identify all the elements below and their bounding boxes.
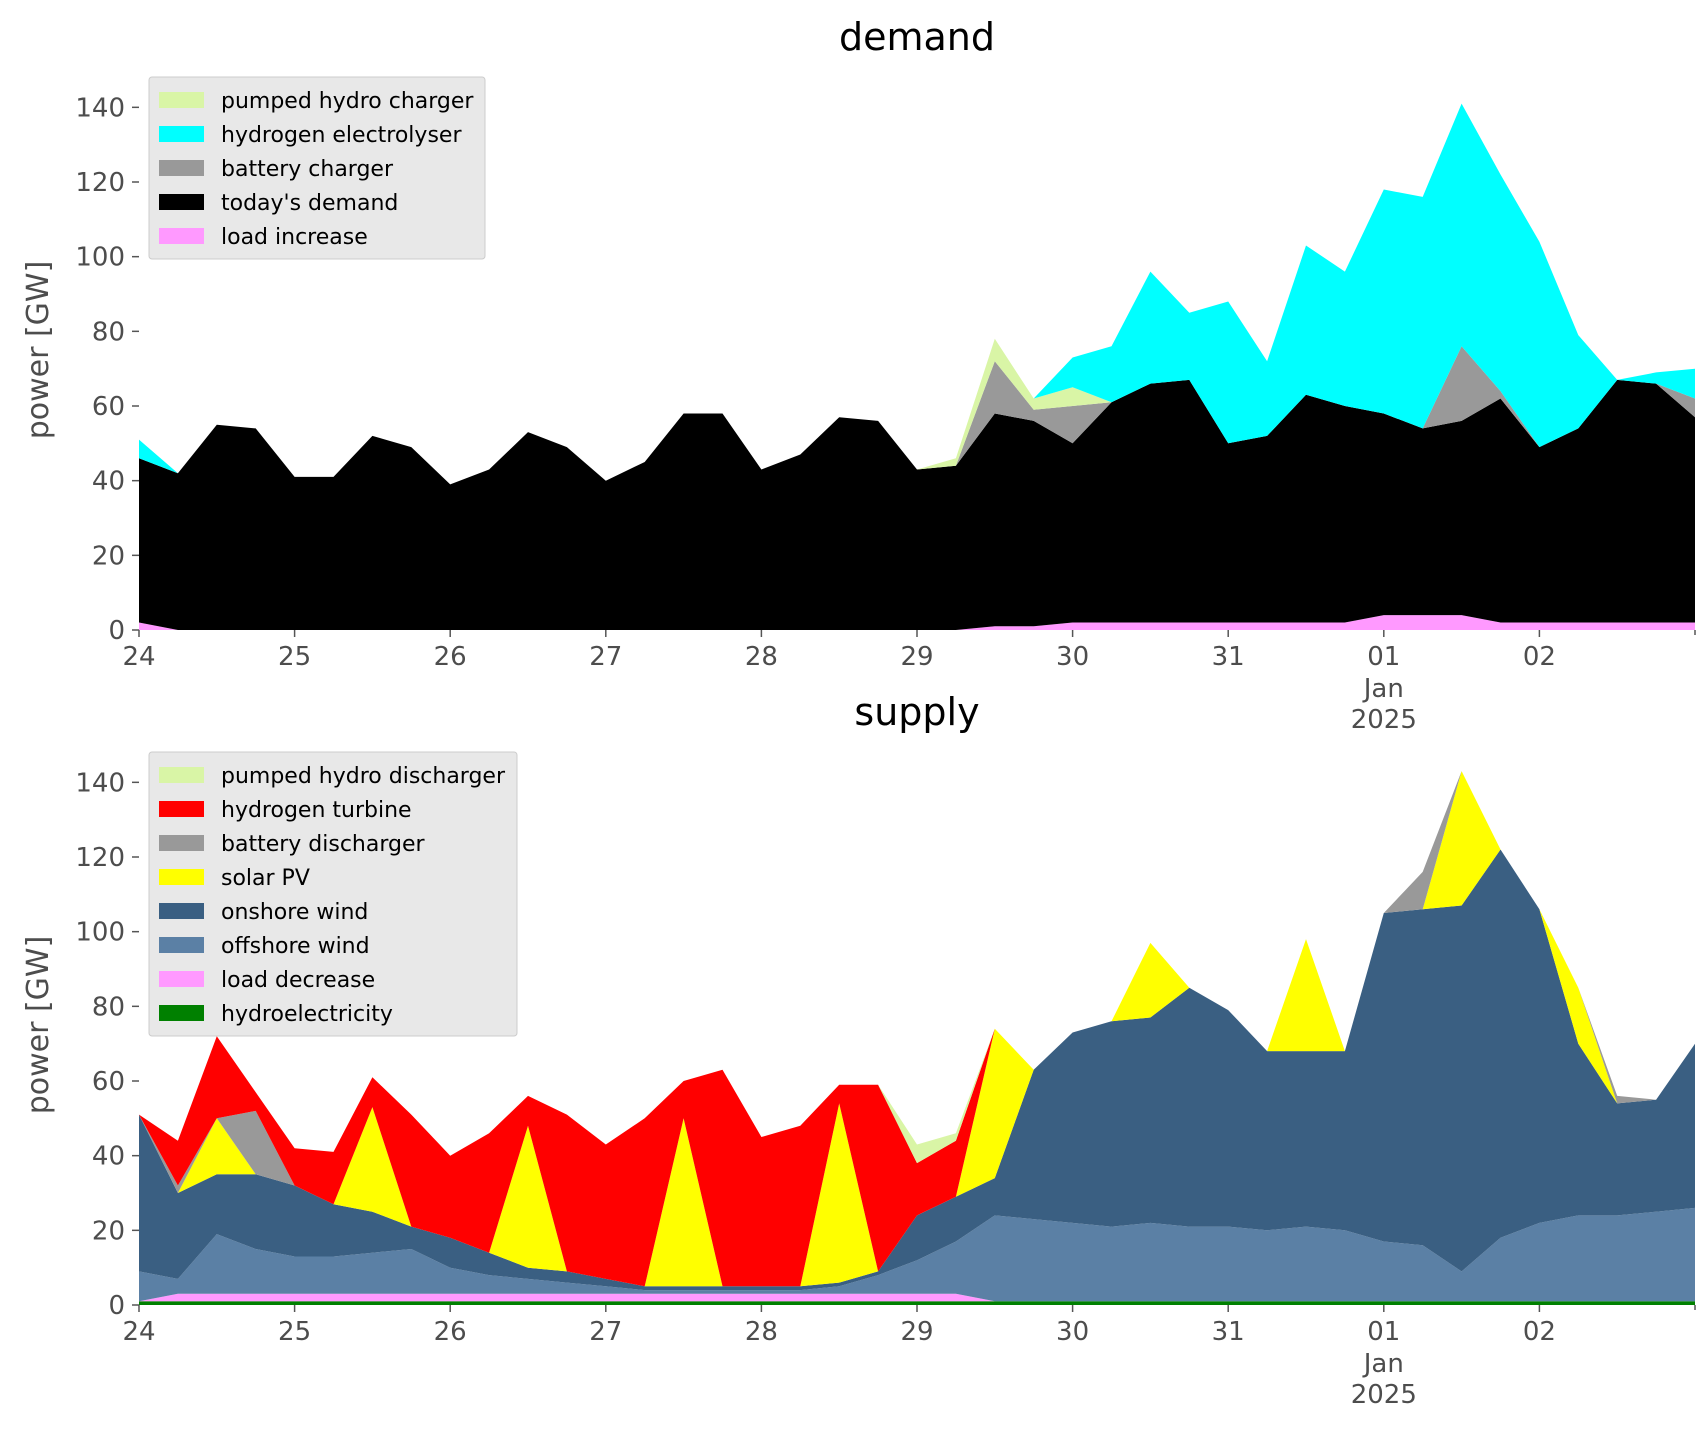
legend-swatch-battery-charger — [159, 160, 204, 176]
legend-label-load-decrease: load decrease — [221, 968, 375, 993]
x-tick-label: 01 — [1367, 642, 1400, 672]
x-tick-label: 27 — [589, 1317, 622, 1347]
area-load-decrease — [139, 1293, 1695, 1302]
legend-swatch-onshore-wind — [159, 903, 204, 919]
legend-label-pumped-hydro-charger: pumped hydro charger — [221, 89, 474, 114]
area-hydroelectricity — [139, 1301, 1695, 1305]
y-tick-label: 60 — [92, 392, 125, 422]
y-tick-label: 20 — [92, 1216, 125, 1246]
legend-label-battery-discharger: battery discharger — [221, 832, 426, 857]
x-tick-label: 30 — [1056, 642, 1089, 672]
legend-box — [148, 76, 486, 260]
y-tick-label: 100 — [75, 243, 125, 273]
x-month-label: Jan — [1362, 1349, 1404, 1379]
legend-label-offshore-wind: offshore wind — [221, 934, 370, 959]
x-tick-label: 24 — [122, 642, 155, 672]
area-offshore-wind — [139, 1207, 1695, 1302]
legend-swatch-solar-pv — [159, 869, 204, 885]
legend-swatch-hydrogen-turbine — [159, 801, 204, 817]
chart-title: supply — [854, 690, 979, 734]
legend-swatch-battery-discharger — [159, 835, 204, 851]
legend-label-hydrogen-electrolyser: hydrogen electrolyser — [221, 123, 462, 148]
x-tick-label: 28 — [745, 642, 778, 672]
x-tick-label: 01 — [1367, 1317, 1400, 1347]
x-tick-label: 26 — [434, 642, 467, 672]
y-tick-label: 80 — [92, 992, 125, 1022]
y-tick-label: 0 — [108, 1291, 125, 1321]
x-tick-label: 28 — [745, 1317, 778, 1347]
y-tick-label: 140 — [75, 93, 125, 123]
legend-swatch-load-increase — [159, 228, 204, 244]
x-tick-label: 31 — [1212, 642, 1245, 672]
legend: pumped hydro discharger hydrogen turbine b… — [148, 751, 518, 1037]
area-onshore-wind — [139, 849, 1695, 1291]
y-tick-label: 40 — [92, 1142, 125, 1172]
x-tick-label: 02 — [1523, 642, 1556, 672]
area-today-s-demand — [139, 379, 1695, 630]
legend-swatch-hydrogen-electrolyser — [159, 126, 204, 142]
area-load-increase — [139, 615, 1695, 630]
x-tick-label: 31 — [1212, 1317, 1245, 1347]
y-tick-label: 80 — [92, 317, 125, 347]
legend-swatch-pumped-hydro-discharger — [159, 767, 204, 783]
x-tick-label: 26 — [434, 1317, 467, 1347]
y-tick-label: 60 — [92, 1067, 125, 1097]
y-tick-label: 100 — [75, 918, 125, 948]
legend-swatch-pumped-hydro-charger — [159, 92, 204, 108]
legend-swatch-offshore-wind — [159, 937, 204, 953]
area-hydrogen-electrolyser — [139, 103, 1695, 485]
x-tick-label: 29 — [900, 642, 933, 672]
x-tick-label: 29 — [900, 1317, 933, 1347]
x-year-label: 2025 — [1351, 1380, 1417, 1410]
x-tick-label: 30 — [1056, 1317, 1089, 1347]
legend: pumped hydro charger hydrogen electrolyse… — [148, 76, 486, 260]
legend-swatch-today-s-demand — [159, 194, 204, 210]
y-tick-label: 0 — [108, 616, 125, 646]
y-tick-label: 140 — [75, 768, 125, 798]
x-tick-label: 25 — [278, 642, 311, 672]
y-tick-label: 120 — [75, 843, 125, 873]
y-tick-label: 120 — [75, 168, 125, 198]
legend-label-onshore-wind: onshore wind — [221, 900, 368, 925]
x-tick-label: 02 — [1523, 1317, 1556, 1347]
x-month-label: Jan — [1362, 674, 1404, 704]
x-tick-label: 24 — [122, 1317, 155, 1347]
legend-swatch-load-decrease — [159, 971, 204, 987]
x-tick-label: 27 — [589, 642, 622, 672]
legend-label-pumped-hydro-discharger: pumped hydro discharger — [221, 764, 506, 789]
legend-label-solar-pv: solar PV — [221, 866, 310, 891]
y-axis-label: power [GW] — [21, 936, 56, 1115]
area-hydrogen-turbine — [139, 771, 1695, 1287]
x-year-label: 2025 — [1351, 705, 1417, 735]
x-tick-label: 25 — [278, 1317, 311, 1347]
area-solar-pv — [139, 771, 1695, 1287]
y-tick-label: 40 — [92, 467, 125, 497]
legend-label-hydrogen-turbine: hydrogen turbine — [221, 798, 412, 823]
y-tick-label: 20 — [92, 541, 125, 571]
y-axis-label: power [GW] — [21, 261, 56, 440]
legend-label-load-increase: load increase — [221, 225, 368, 250]
legend-swatch-hydroelectricity — [159, 1005, 204, 1021]
legend-label-today-s-demand: today's demand — [221, 191, 398, 216]
legend-label-hydroelectricity: hydroelectricity — [221, 1002, 393, 1027]
legend-label-battery-charger: battery charger — [221, 157, 394, 182]
legend-box — [148, 751, 518, 1037]
chart-title: demand — [839, 15, 995, 59]
